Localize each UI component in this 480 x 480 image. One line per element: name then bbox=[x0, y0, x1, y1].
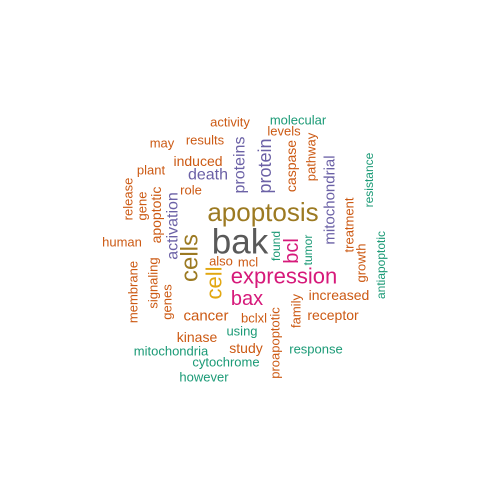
word-family: family bbox=[289, 294, 304, 328]
word-levels: levels bbox=[267, 124, 301, 139]
word-genes: genes bbox=[160, 284, 175, 320]
word-found: found bbox=[269, 231, 283, 261]
word-gene: gene bbox=[135, 192, 150, 221]
word-pathway: pathway bbox=[304, 132, 319, 181]
word-apoptotic: apoptotic bbox=[148, 187, 164, 244]
word-using: using bbox=[226, 324, 257, 339]
word-study: study bbox=[229, 340, 262, 356]
word-human: human bbox=[102, 235, 142, 250]
word-growth: growth bbox=[354, 243, 369, 282]
word-death: death bbox=[188, 167, 228, 184]
word-induced: induced bbox=[173, 153, 222, 169]
word-mcl: mcl bbox=[238, 255, 258, 270]
word-treatment: treatment bbox=[342, 197, 357, 252]
word-mitochondria: mitochondria bbox=[134, 344, 209, 359]
word-molecular: molecular bbox=[270, 113, 327, 128]
word-resistance: resistance bbox=[362, 152, 376, 207]
word-expression: expression bbox=[231, 264, 337, 289]
word-mitochondrial: mitochondrial bbox=[322, 155, 339, 244]
word-bcl: bcl bbox=[281, 238, 303, 264]
word-role: role bbox=[180, 183, 202, 198]
word-proteins: proteins bbox=[232, 137, 249, 194]
word-increased: increased bbox=[309, 287, 370, 303]
word-may: may bbox=[150, 136, 175, 151]
word-membrane: membrane bbox=[126, 261, 141, 323]
word-also: also bbox=[209, 254, 233, 269]
word-release: release bbox=[121, 178, 136, 221]
word-signaling: signaling bbox=[146, 257, 161, 308]
word-activity: activity bbox=[210, 115, 250, 130]
word-cell: cell bbox=[202, 266, 227, 299]
word-protein: protein bbox=[255, 138, 275, 193]
word-plant: plant bbox=[137, 163, 166, 178]
word-receptor: receptor bbox=[307, 307, 359, 323]
word-cells: cells bbox=[177, 234, 204, 282]
word-caspase: caspase bbox=[283, 140, 299, 192]
word-response: response bbox=[289, 342, 342, 357]
word-cancer: cancer bbox=[183, 308, 228, 325]
word-however: however bbox=[179, 370, 229, 385]
word-bax: bax bbox=[231, 288, 263, 310]
word-activation: activation bbox=[165, 192, 182, 260]
word-tumor: tumor bbox=[301, 235, 315, 266]
word-kinase: kinase bbox=[177, 329, 218, 345]
word-results: results bbox=[186, 133, 225, 148]
word-antiapoptotic: antiapoptotic bbox=[374, 231, 388, 299]
word-bak: bak bbox=[212, 223, 269, 262]
word-bclxl: bclxl bbox=[241, 311, 267, 326]
word-proapoptotic: proapoptotic bbox=[268, 307, 283, 379]
word-apoptosis: apoptosis bbox=[207, 197, 318, 227]
word-cytochrome: cytochrome bbox=[192, 355, 259, 370]
